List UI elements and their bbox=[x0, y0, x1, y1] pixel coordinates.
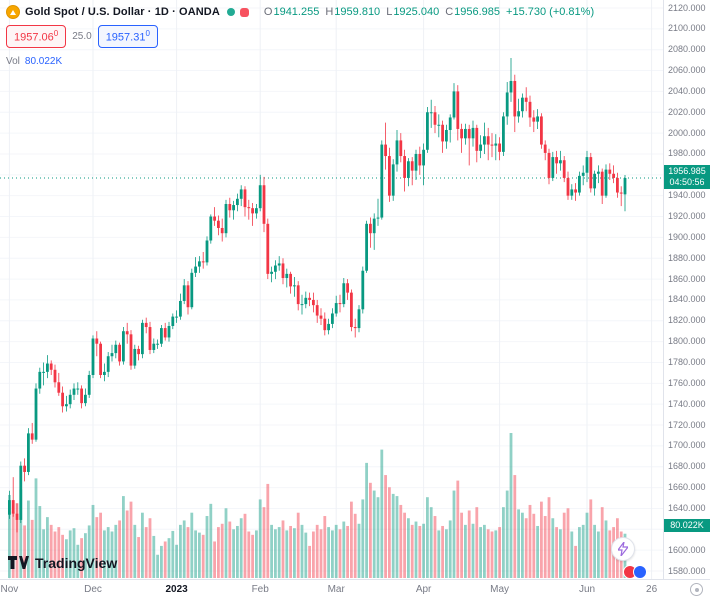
price-tick-label: 1820.000 bbox=[668, 315, 706, 326]
ohlc-readout: O 1941.255 H 1959.810 L 1925.040 C 1956.985 … bbox=[258, 6, 594, 18]
chart-pane[interactable]: Gold Spot / U.S. Dollar · 1D · OANDA O 19… bbox=[0, 0, 663, 579]
time-tick-label: 2023 bbox=[165, 584, 188, 595]
candlestick-chart[interactable] bbox=[0, 0, 663, 579]
price-tick-label: 1980.000 bbox=[668, 148, 706, 159]
time-tick-label: Nov bbox=[0, 584, 19, 595]
price-tick-label: 1580.000 bbox=[668, 565, 706, 576]
price-tick-label: 1920.000 bbox=[668, 211, 706, 222]
buy-button[interactable]: 1957.310 bbox=[97, 25, 158, 48]
high-value: 1959.810 bbox=[334, 6, 381, 18]
price-tick-label: 1900.000 bbox=[668, 231, 706, 242]
brand-text: TradingView bbox=[35, 555, 118, 571]
low-label: L bbox=[386, 6, 393, 18]
tradingview-logo[interactable]: TradingView bbox=[8, 555, 117, 571]
volume-readout: Vol 80.022K bbox=[6, 56, 594, 67]
price-tick-label: 1740.000 bbox=[668, 398, 706, 409]
delayed-data-icon bbox=[239, 7, 249, 17]
change-value: +15.730 (+0.81%) bbox=[506, 6, 595, 18]
legend: Gold Spot / U.S. Dollar · 1D · OANDA O 19… bbox=[6, 5, 594, 67]
time-axis[interactable]: Nov Dec 2023 Feb Mar Apr May Jun 26 bbox=[0, 579, 710, 601]
price-tick-label: 2120.000 bbox=[668, 2, 706, 13]
market-status-icon bbox=[226, 8, 235, 16]
price-tick-label: 2060.000 bbox=[668, 65, 706, 76]
price-tick-label: 1720.000 bbox=[668, 419, 706, 430]
time-tick-label: Dec bbox=[84, 584, 102, 595]
time-tick-label: Feb bbox=[251, 584, 269, 595]
price-tick-label: 2020.000 bbox=[668, 106, 706, 117]
price-tick-label: 1660.000 bbox=[668, 482, 706, 493]
price-tick-label: 1880.000 bbox=[668, 252, 706, 263]
price-tick-label: 1940.000 bbox=[668, 190, 706, 201]
volume-bars bbox=[8, 433, 627, 578]
broker-buttons[interactable] bbox=[623, 565, 647, 579]
spread-value: 25.0 bbox=[72, 30, 92, 42]
open-label: O bbox=[263, 6, 273, 18]
price-tick-label: 1840.000 bbox=[668, 294, 706, 305]
price-tick-label: 1600.000 bbox=[668, 544, 706, 555]
price-tick-label: 1760.000 bbox=[668, 377, 706, 388]
close-label: C bbox=[445, 6, 454, 18]
ask-fraction: 0 bbox=[145, 29, 150, 38]
low-value: 1925.040 bbox=[393, 6, 440, 18]
bar-countdown: 04:50:56 bbox=[669, 177, 705, 188]
price-tick-label: 2040.000 bbox=[668, 85, 706, 96]
tradingview-logo-icon bbox=[8, 555, 29, 569]
price-tick-label: 2100.000 bbox=[668, 23, 706, 34]
broker-blue-icon bbox=[633, 565, 647, 579]
axis-settings-icon[interactable] bbox=[690, 583, 703, 596]
volume-axis-flag: 80.022K bbox=[664, 518, 710, 532]
candles bbox=[8, 58, 627, 533]
volume-value: 80.022K bbox=[24, 55, 63, 67]
time-tick-label: Jun bbox=[578, 584, 596, 595]
sell-button[interactable]: 1957.060 bbox=[6, 25, 67, 48]
grid-lines bbox=[0, 0, 663, 579]
price-tick-label: 2080.000 bbox=[668, 44, 706, 55]
gold-symbol-icon bbox=[6, 5, 20, 19]
price-tick-label: 1780.000 bbox=[668, 356, 706, 367]
quick-trade-button[interactable] bbox=[611, 537, 635, 561]
time-tick-label: Mar bbox=[327, 584, 345, 595]
price-tick-label: 2000.000 bbox=[668, 127, 706, 138]
high-label: H bbox=[325, 6, 334, 18]
last-price-flag: 1956.985 04:50:56 bbox=[664, 165, 710, 190]
time-tick-label: Apr bbox=[415, 584, 432, 595]
close-value: 1956.985 bbox=[454, 6, 501, 18]
price-tick-label: 1860.000 bbox=[668, 273, 706, 284]
volume-label: Vol bbox=[6, 55, 20, 67]
time-tick-label: May bbox=[490, 584, 510, 595]
last-price-value: 1956.985 bbox=[668, 166, 706, 177]
price-tick-label: 1700.000 bbox=[668, 440, 706, 451]
price-axis[interactable]: 2120.000 2100.000 2080.000 2060.000 2040.000… bbox=[663, 0, 710, 579]
open-value: 1941.255 bbox=[273, 6, 320, 18]
bid-fraction: 0 bbox=[53, 29, 59, 38]
lightning-icon bbox=[618, 542, 628, 556]
time-tick-label: 26 bbox=[646, 584, 658, 595]
price-tick-label: 1800.000 bbox=[668, 336, 706, 347]
price-tick-label: 1640.000 bbox=[668, 502, 706, 513]
price-tick-label: 1680.000 bbox=[668, 461, 706, 472]
symbol-title[interactable]: Gold Spot / U.S. Dollar · 1D · OANDA bbox=[25, 6, 220, 18]
